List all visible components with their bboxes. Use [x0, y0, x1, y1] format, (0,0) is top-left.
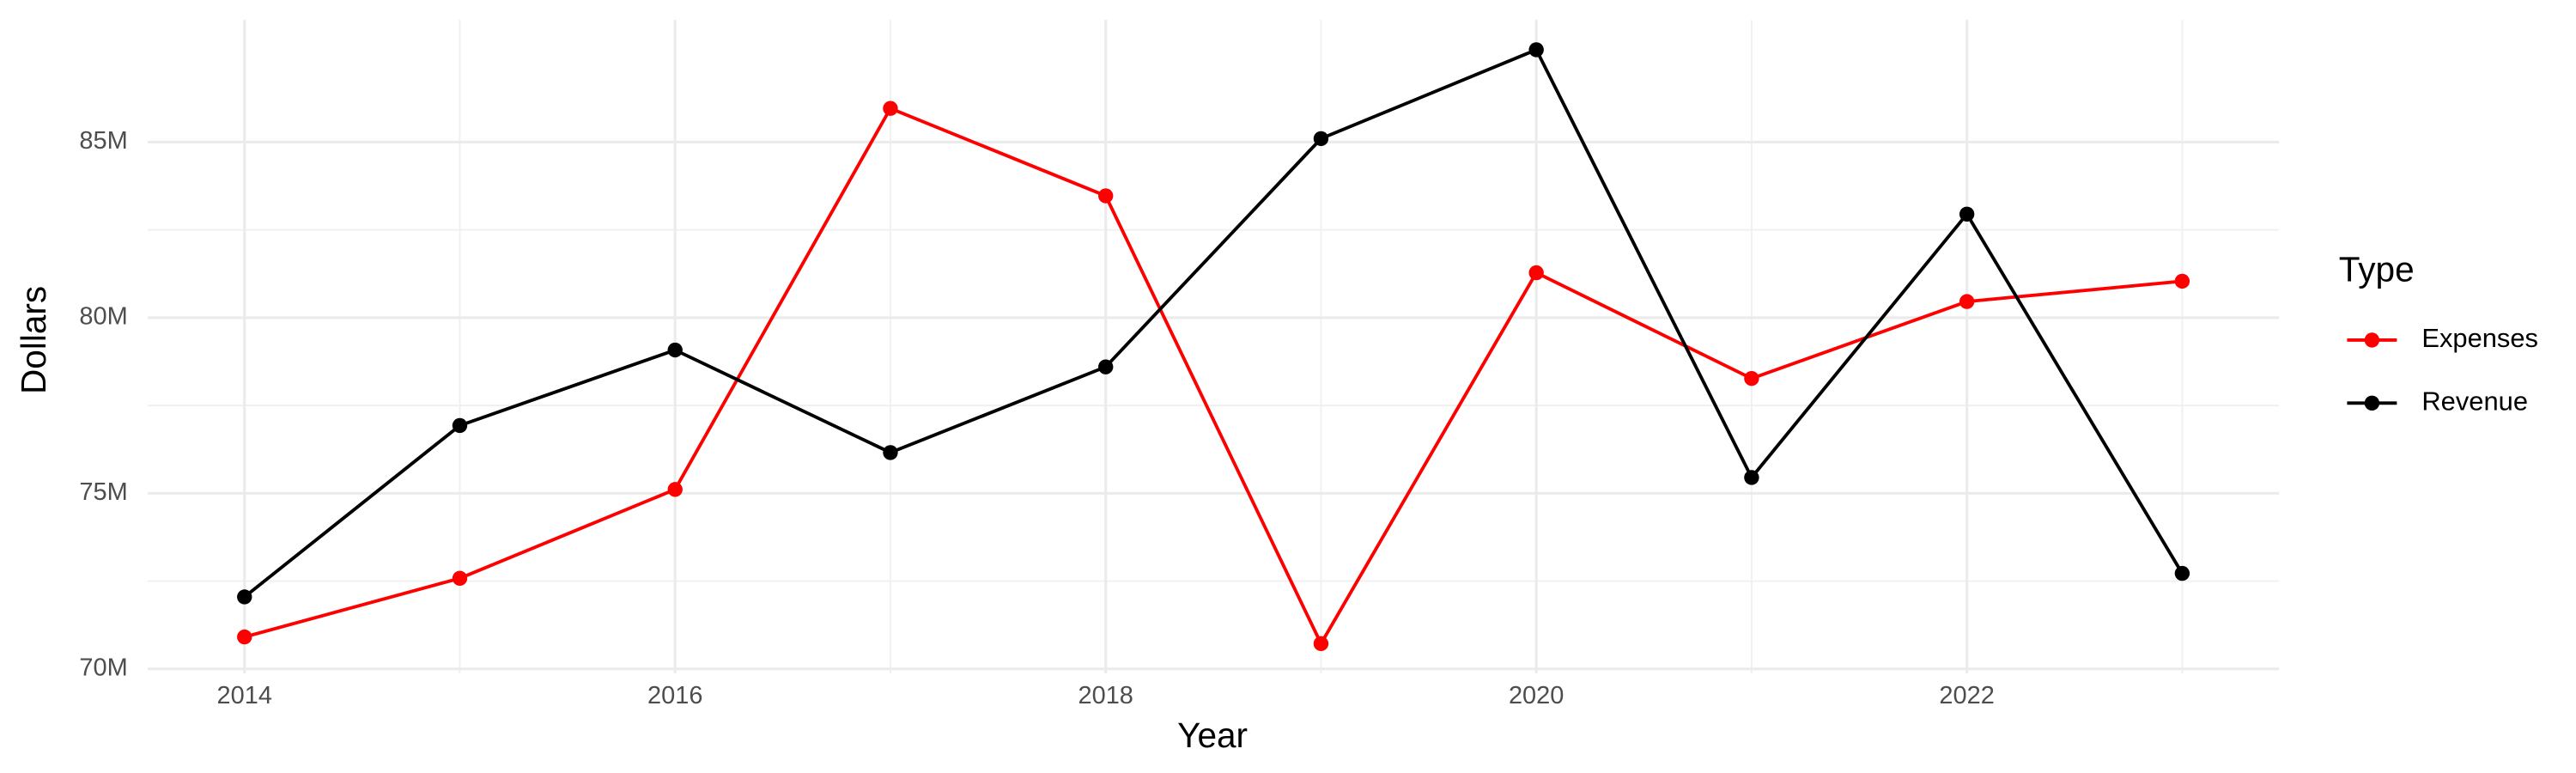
y-tick-label: 85M — [79, 127, 127, 155]
legend-point — [2364, 332, 2380, 348]
series-line — [243, 47, 2184, 599]
y-tick-label: 80M — [79, 303, 127, 331]
data-point — [452, 570, 468, 587]
data-point — [1528, 42, 1544, 58]
data-point — [667, 482, 683, 497]
y-tick-label: 70M — [79, 654, 127, 681]
x-tick-label: 2018 — [1078, 682, 1133, 709]
data-point — [883, 100, 898, 116]
y-tick-label: 75M — [79, 478, 127, 506]
data-point — [1744, 370, 1759, 386]
legend-label: Revenue — [2421, 386, 2528, 416]
data-point — [1313, 636, 1329, 652]
data-point — [1313, 131, 1329, 147]
data-point — [237, 589, 252, 605]
legend-label: Expenses — [2421, 323, 2538, 353]
y-axis-title: Dollars — [14, 286, 53, 394]
x-tick-label: 2022 — [1939, 682, 1994, 709]
x-tick-label: 2014 — [217, 682, 272, 709]
x-tick-label: 2016 — [647, 682, 702, 709]
data-point — [452, 417, 468, 434]
data-point — [883, 445, 898, 460]
data-point — [1098, 359, 1114, 374]
legend-point — [2364, 395, 2380, 411]
data-point — [1098, 188, 1114, 204]
data-point — [237, 629, 252, 645]
data-point — [1744, 470, 1759, 485]
data-point — [2174, 273, 2190, 289]
data-point — [1959, 294, 1975, 309]
x-axis-title: Year — [1177, 715, 1248, 755]
data-point — [1959, 206, 1975, 222]
series-line — [244, 106, 2183, 648]
legend-title: Type — [2339, 249, 2415, 289]
data-point — [1528, 265, 1544, 281]
x-tick-label: 2020 — [1509, 682, 1564, 709]
data-point — [2174, 565, 2190, 581]
data-point — [667, 342, 683, 358]
